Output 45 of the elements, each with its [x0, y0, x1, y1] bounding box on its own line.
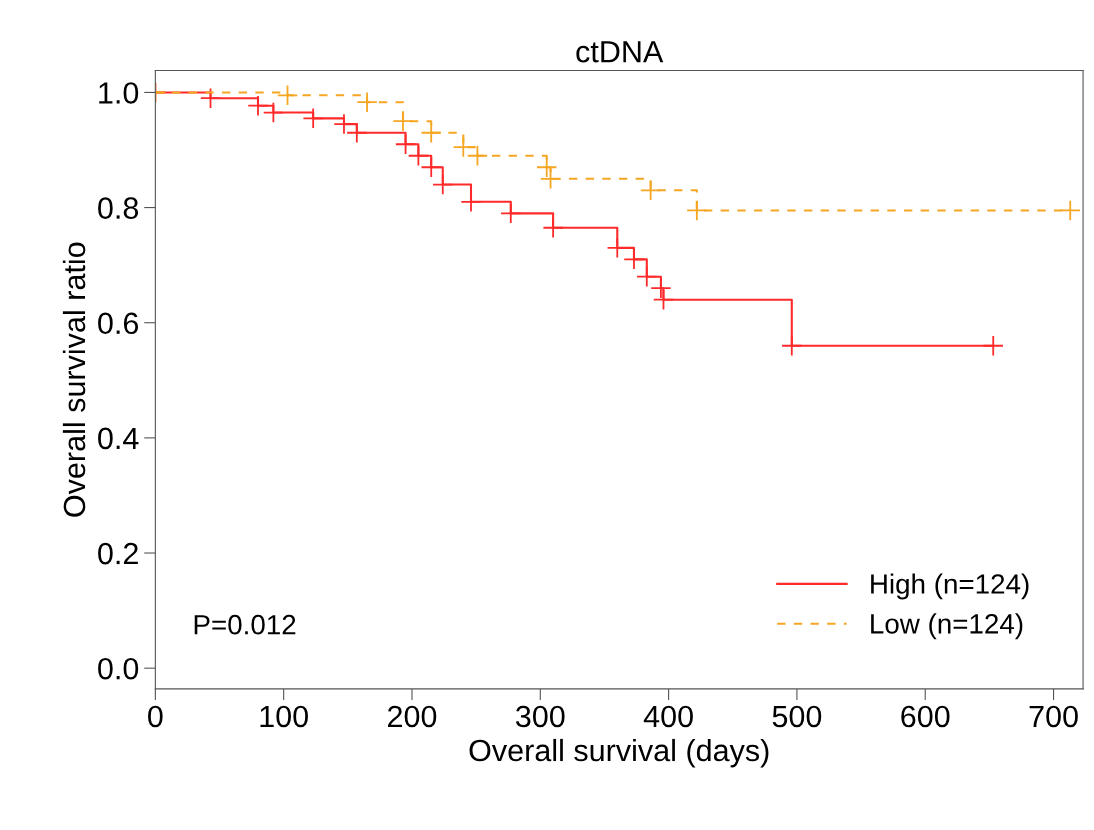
point [247, 95, 269, 117]
point [640, 179, 662, 201]
x-tick-label: 300 [515, 705, 565, 728]
point [356, 91, 378, 113]
y-tick-label: 0.0 [98, 657, 139, 680]
point [466, 145, 489, 167]
point [686, 199, 708, 222]
annotation: P=0.012 [194, 614, 296, 635]
chart-title: ctDNA [576, 41, 664, 63]
y-tick-label: 0.8 [98, 197, 139, 219]
x-tick-label: 700 [1029, 705, 1078, 728]
x-tick-label: 500 [772, 705, 822, 728]
point [346, 122, 368, 144]
point [500, 202, 522, 224]
y-axis-title: Overall survival ratio [62, 242, 86, 517]
point [652, 289, 675, 311]
point [1059, 199, 1081, 222]
point [420, 122, 442, 144]
point [394, 133, 417, 155]
x-tick-label: 0 [148, 705, 163, 728]
point [636, 266, 658, 288]
point [650, 277, 672, 299]
x-axis-title: Overall survival (days) [469, 738, 769, 768]
point [982, 335, 1004, 357]
x-tick-label: 400 [643, 705, 693, 728]
y-tick-label: 0.2 [98, 542, 138, 565]
x-tick-label: 600 [901, 705, 950, 728]
point [536, 156, 558, 178]
point [407, 145, 430, 167]
point [781, 335, 803, 357]
x-tick-label: 200 [388, 705, 437, 728]
point [432, 173, 454, 196]
point [302, 107, 324, 129]
legend-label: Low (n=124) [871, 613, 1023, 640]
point [199, 87, 222, 109]
point [539, 168, 562, 190]
x-tick-label: 100 [260, 705, 308, 728]
point [276, 84, 299, 106]
y-tick-label: 0.4 [98, 427, 139, 450]
point [542, 217, 564, 239]
y-tick-label: 0.6 [98, 312, 139, 335]
point [420, 156, 442, 178]
legend-label: High (n=124) [871, 573, 1029, 600]
y-tick-label: 1.0 [99, 82, 139, 104]
point [262, 101, 285, 124]
